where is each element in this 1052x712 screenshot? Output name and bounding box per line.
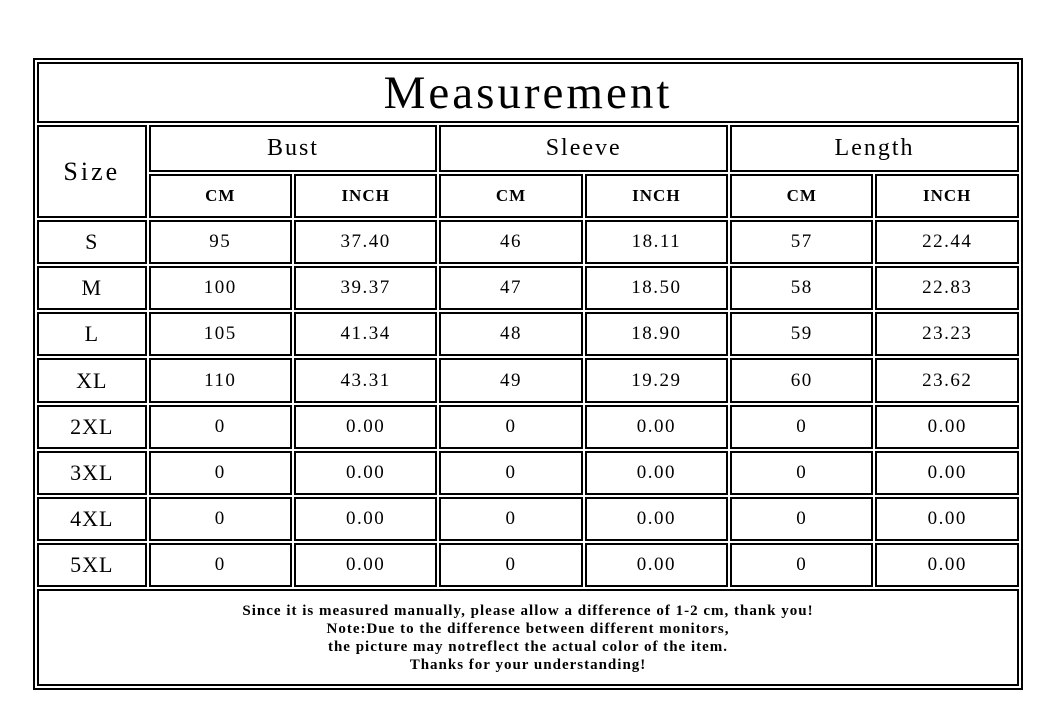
unit-header-sleeve-inch: INCH (584, 173, 729, 218)
value-cell: 22.44 (875, 219, 1019, 264)
value-cell: 0.00 (875, 497, 1019, 542)
value-cell: 0 (730, 543, 874, 588)
measurement-size-chart: Measurement Size Bust Sleeve Length CM I… (33, 58, 1023, 690)
value-cell: 0.00 (875, 543, 1019, 588)
value-cell: 0.00 (584, 543, 729, 588)
value-cell: 57 (730, 219, 874, 264)
unit-header-bust-inch: INCH (293, 173, 438, 218)
table-row-m: M 100 39.37 47 18.50 58 22.83 (37, 265, 1019, 311)
chart-title: Measurement (37, 62, 1019, 124)
table-row-2xl: 2XL 0 0.00 0 0.00 0 0.00 (37, 404, 1019, 449)
value-cell: 0 (148, 543, 292, 588)
size-label: XL (37, 358, 147, 403)
value-cell: 22.83 (875, 265, 1019, 311)
value-cell: 41.34 (293, 312, 438, 357)
value-cell: 18.50 (584, 265, 729, 311)
value-cell: 0.00 (584, 404, 729, 449)
note-line-4: Thanks for your understanding! (409, 656, 647, 673)
value-cell: 23.62 (875, 358, 1019, 403)
value-cell: 18.11 (584, 219, 729, 264)
table-row-l: L 105 41.34 48 18.90 59 23.23 (37, 312, 1019, 357)
value-cell: 39.37 (293, 265, 438, 311)
value-cell: 48 (439, 312, 583, 357)
value-cell: 46 (439, 219, 583, 264)
value-cell: 0.00 (293, 404, 438, 449)
note-line-1: Since it is measured manually, please al… (242, 602, 814, 619)
value-cell: 0 (730, 450, 874, 496)
table-row-4xl: 4XL 0 0.00 0 0.00 0 0.00 (37, 497, 1019, 542)
notes: Since it is measured manually, please al… (37, 589, 1019, 686)
note-line-2: Note:Due to the difference between diffe… (326, 620, 730, 637)
value-cell: 58 (730, 265, 874, 311)
size-label: 4XL (37, 497, 147, 542)
value-cell: 0.00 (875, 450, 1019, 496)
group-header-sleeve: Sleeve (439, 125, 729, 172)
value-cell: 19.29 (584, 358, 729, 403)
value-cell: 0 (730, 497, 874, 542)
size-label: 2XL (37, 404, 147, 449)
group-header-length: Length (730, 125, 1019, 172)
value-cell: 23.23 (875, 312, 1019, 357)
unit-header-length-cm: CM (730, 173, 874, 218)
group-header-bust: Bust (148, 125, 438, 172)
size-label: M (37, 265, 147, 311)
table-row-s: S 95 37.40 46 18.11 57 22.44 (37, 219, 1019, 264)
table-row-5xl: 5XL 0 0.00 0 0.00 0 0.00 (37, 543, 1019, 588)
size-label: S (37, 219, 147, 264)
value-cell: 0.00 (293, 497, 438, 542)
unit-header-bust-cm: CM (148, 173, 292, 218)
value-cell: 0.00 (584, 450, 729, 496)
value-cell: 0 (148, 497, 292, 542)
value-cell: 95 (148, 219, 292, 264)
value-cell: 60 (730, 358, 874, 403)
value-cell: 105 (148, 312, 292, 357)
size-label: L (37, 312, 147, 357)
value-cell: 0 (439, 404, 583, 449)
value-cell: 0.00 (875, 404, 1019, 449)
value-cell: 0.00 (584, 497, 729, 542)
value-cell: 47 (439, 265, 583, 311)
value-cell: 37.40 (293, 219, 438, 264)
value-cell: 0 (439, 497, 583, 542)
value-cell: 0.00 (293, 543, 438, 588)
note-line-3: the picture may notreflect the actual co… (327, 638, 729, 655)
value-cell: 0 (148, 450, 292, 496)
value-cell: 59 (730, 312, 874, 357)
table-row-3xl: 3XL 0 0.00 0 0.00 0 0.00 (37, 450, 1019, 496)
value-cell: 100 (148, 265, 292, 311)
value-cell: 18.90 (584, 312, 729, 357)
unit-header-sleeve-cm: CM (439, 173, 583, 218)
value-cell: 0 (730, 404, 874, 449)
value-cell: 49 (439, 358, 583, 403)
size-label: 3XL (37, 450, 147, 496)
size-label: 5XL (37, 543, 147, 588)
value-cell: 0.00 (293, 450, 438, 496)
unit-header-length-inch: INCH (875, 173, 1019, 218)
value-cell: 0 (148, 404, 292, 449)
value-cell: 110 (148, 358, 292, 403)
column-header-size: Size (37, 125, 147, 218)
value-cell: 43.31 (293, 358, 438, 403)
value-cell: 0 (439, 450, 583, 496)
table-row-xl: XL 110 43.31 49 19.29 60 23.62 (37, 358, 1019, 403)
value-cell: 0 (439, 543, 583, 588)
